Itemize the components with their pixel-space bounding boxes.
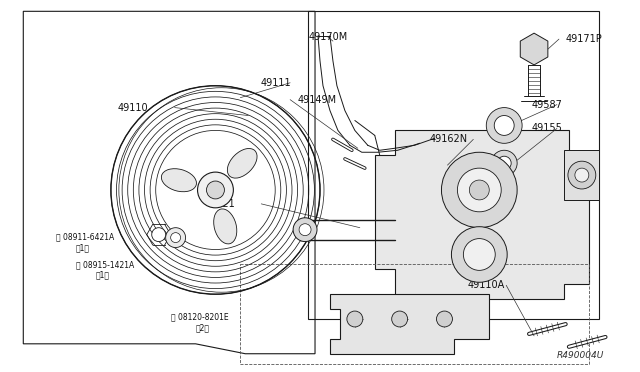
Circle shape — [207, 181, 225, 199]
Circle shape — [436, 311, 452, 327]
Text: 49110A: 49110A — [467, 280, 504, 290]
Text: 49110: 49110 — [117, 103, 148, 113]
Ellipse shape — [161, 169, 196, 192]
Text: （1）: （1） — [96, 271, 110, 280]
Circle shape — [486, 108, 522, 143]
Circle shape — [171, 232, 180, 243]
Circle shape — [492, 150, 517, 176]
Circle shape — [442, 152, 517, 228]
Circle shape — [575, 168, 589, 182]
Text: 49155: 49155 — [531, 124, 562, 134]
Text: （2）: （2） — [196, 323, 209, 333]
Ellipse shape — [227, 148, 257, 178]
Text: （1）: （1） — [76, 243, 90, 252]
Circle shape — [152, 228, 166, 241]
Circle shape — [451, 227, 507, 282]
Text: R490004U: R490004U — [556, 351, 604, 360]
Circle shape — [166, 228, 186, 247]
Circle shape — [299, 224, 311, 235]
Text: 49121: 49121 — [205, 199, 236, 209]
Text: 49149M: 49149M — [298, 94, 337, 105]
Polygon shape — [564, 150, 599, 200]
Text: Ⓝ 08911-6421A: Ⓝ 08911-6421A — [56, 232, 115, 241]
Text: 49587: 49587 — [531, 100, 562, 110]
Text: 49171P: 49171P — [566, 34, 603, 44]
Circle shape — [494, 116, 514, 135]
Text: 49111: 49111 — [261, 78, 291, 88]
Circle shape — [458, 168, 501, 212]
Ellipse shape — [214, 209, 237, 244]
Text: Ⓠ 08915-1421A: Ⓠ 08915-1421A — [76, 260, 134, 269]
Circle shape — [347, 311, 363, 327]
Polygon shape — [330, 294, 489, 354]
Text: 49162N: 49162N — [429, 134, 468, 144]
Circle shape — [392, 311, 408, 327]
Circle shape — [198, 172, 234, 208]
Circle shape — [469, 180, 489, 200]
Polygon shape — [375, 131, 589, 299]
Text: Ⓑ 08120-8201E: Ⓑ 08120-8201E — [171, 312, 228, 321]
Circle shape — [568, 161, 596, 189]
Polygon shape — [520, 33, 548, 65]
Circle shape — [463, 238, 495, 270]
Circle shape — [293, 218, 317, 241]
Text: 49170M: 49170M — [308, 32, 348, 42]
Circle shape — [497, 156, 511, 170]
